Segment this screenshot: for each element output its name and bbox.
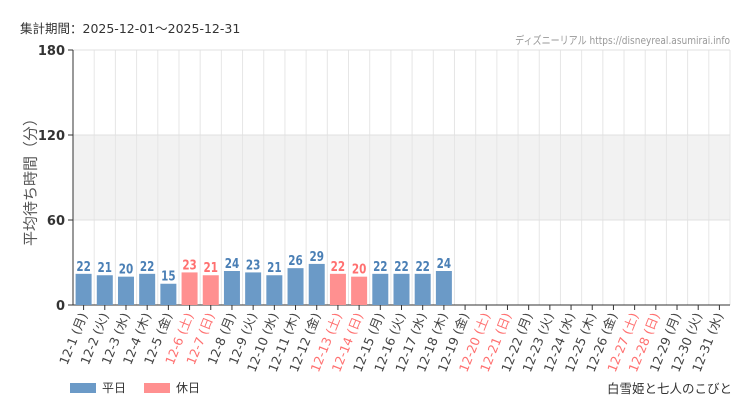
bar (75, 273, 92, 305)
shaded-band (73, 135, 730, 220)
y-tick-label: 120 (38, 129, 65, 144)
bar-value-label: 29 (309, 249, 323, 264)
bar (245, 272, 262, 305)
bar-value-label: 20 (352, 262, 366, 277)
bar-value-label: 20 (119, 262, 133, 277)
bar (329, 273, 346, 305)
y-tick-label: 180 (38, 44, 65, 59)
bar-value-label: 22 (140, 259, 154, 274)
legend-swatch-weekday (70, 382, 96, 393)
bar-value-label: 21 (98, 260, 112, 275)
bar-value-label: 23 (246, 257, 260, 272)
bar (223, 271, 240, 305)
bar (372, 273, 389, 305)
bar (181, 272, 198, 305)
bar-value-label: 21 (204, 260, 218, 275)
bar-value-label: 21 (267, 260, 281, 275)
bar-value-label: 22 (415, 259, 429, 274)
legend-label-weekday: 平日 (102, 381, 127, 395)
bar (202, 275, 219, 305)
bar (160, 283, 177, 305)
bar (393, 273, 410, 305)
bar (414, 273, 431, 305)
bar (96, 275, 113, 305)
period-label: 集計期間：2025-12-01～2025-12-31 (20, 21, 241, 36)
legend-label-holiday: 休日 (176, 381, 201, 395)
bar-value-label: 22 (373, 259, 387, 274)
bar-value-label: 22 (76, 259, 90, 274)
y-tick-label: 0 (56, 299, 65, 314)
attraction-name: 白雪姫と七人のこびと (606, 381, 732, 396)
bar-value-label: 22 (331, 259, 345, 274)
bar (308, 263, 325, 305)
bar-value-label: 23 (182, 257, 196, 272)
bar-value-label: 15 (161, 269, 175, 284)
bar-value-label: 22 (394, 259, 408, 274)
legend: 平日 休日 (70, 379, 200, 396)
bar (287, 268, 304, 305)
bar (117, 276, 134, 305)
bar (351, 276, 368, 305)
bar (139, 273, 156, 305)
bar (266, 275, 283, 305)
bar-value-label: 24 (225, 256, 239, 271)
bar-value-label: 24 (437, 256, 451, 271)
source-credit: ディズニーリアル https://disneyreal.asumirai.inf… (515, 34, 730, 47)
bar-value-label: 26 (288, 253, 302, 268)
legend-swatch-holiday (144, 382, 171, 393)
y-tick-label: 60 (47, 214, 65, 229)
bar (435, 271, 452, 305)
